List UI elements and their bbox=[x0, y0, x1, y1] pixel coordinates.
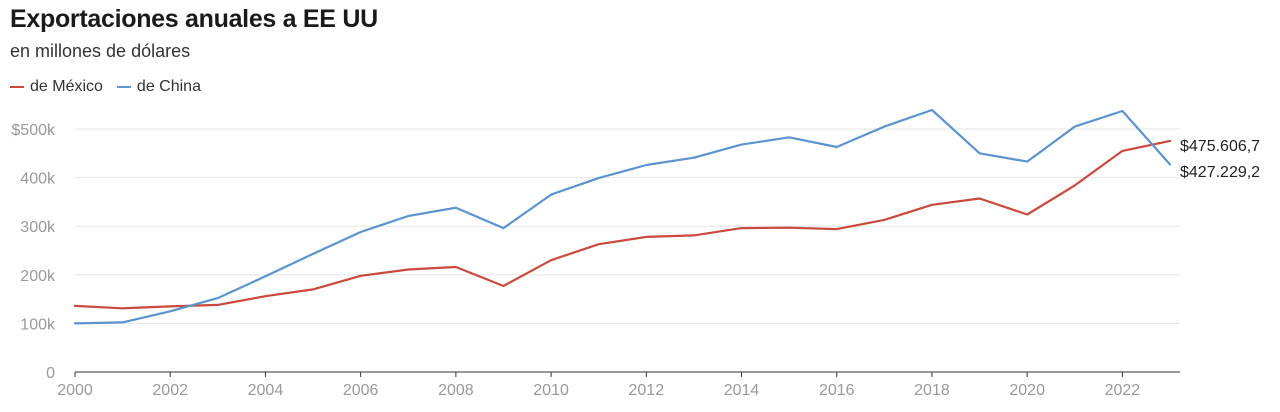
chart-title: Exportaciones anuales a EE UU bbox=[10, 5, 378, 33]
x-tick-label: 2014 bbox=[724, 382, 760, 399]
series-line-china bbox=[73, 108, 1172, 325]
y-tick-label: 0 bbox=[46, 365, 55, 382]
legend-label-china: de China bbox=[136, 78, 201, 95]
y-tick-label: $500k bbox=[11, 122, 56, 139]
x-tick-label: 2010 bbox=[533, 382, 569, 399]
x-tick-label: 2016 bbox=[819, 382, 855, 399]
y-tick-label: 200k bbox=[20, 268, 56, 285]
series-line-mexico bbox=[73, 139, 1172, 310]
x-tick-label: 2012 bbox=[629, 382, 665, 399]
x-tick-label: 2006 bbox=[343, 382, 379, 399]
x-tick-label: 2008 bbox=[438, 382, 474, 399]
x-tick-label: 2018 bbox=[914, 382, 950, 399]
x-tick-label: 2004 bbox=[248, 382, 284, 399]
chart-legend: de México de China bbox=[10, 78, 215, 96]
y-tick-label: 100k bbox=[20, 316, 56, 333]
chart-subtitle: en millones de dólares bbox=[10, 41, 191, 61]
legend-item-china: de China bbox=[116, 78, 201, 96]
end-label-china: $427.229,2 bbox=[1180, 164, 1260, 181]
x-tick-label: 2020 bbox=[1009, 382, 1045, 399]
x-tick-label: 2022 bbox=[1105, 382, 1141, 399]
legend-swatch-china bbox=[116, 86, 131, 88]
x-tick-label: 2002 bbox=[152, 382, 188, 399]
y-tick-label: 300k bbox=[20, 219, 56, 236]
legend-swatch-mexico bbox=[10, 86, 24, 88]
legend-item-mexico: de México bbox=[10, 78, 103, 96]
y-tick-label: 400k bbox=[20, 171, 56, 188]
end-label-mexico: $475.606,7 bbox=[1180, 138, 1260, 155]
legend-label-mexico: de México bbox=[30, 78, 103, 95]
x-tick-label: 2000 bbox=[57, 382, 93, 399]
